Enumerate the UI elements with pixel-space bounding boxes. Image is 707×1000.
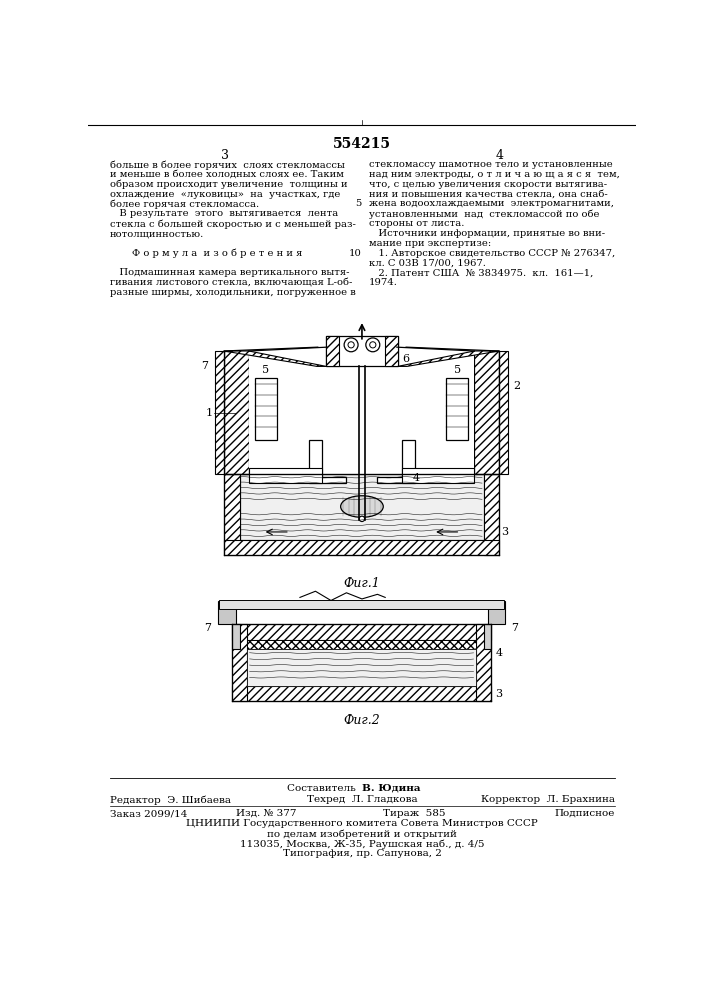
Polygon shape [499, 351, 508, 474]
Text: 4: 4 [495, 149, 503, 162]
Text: 5: 5 [355, 199, 361, 208]
Text: В результате  этого  вытягивается  лента: В результате этого вытягивается лента [110, 209, 339, 218]
Polygon shape [446, 378, 468, 440]
Polygon shape [327, 336, 397, 366]
Polygon shape [232, 624, 240, 649]
Polygon shape [249, 351, 474, 474]
Text: 7: 7 [201, 361, 209, 371]
Polygon shape [385, 336, 397, 366]
Text: Составитель: Составитель [287, 784, 362, 793]
Text: кл. С 03В 17/00, 1967.: кл. С 03В 17/00, 1967. [369, 259, 486, 268]
Text: 5: 5 [454, 365, 461, 375]
Text: 113035, Москва, Ж-35, Раушская наб., д. 4/5: 113035, Москва, Ж-35, Раушская наб., д. … [240, 839, 484, 849]
Text: 3: 3 [221, 149, 229, 162]
Polygon shape [224, 540, 499, 555]
Text: 554215: 554215 [333, 137, 391, 151]
Polygon shape [488, 601, 506, 624]
Circle shape [366, 338, 380, 352]
Polygon shape [402, 468, 474, 483]
Polygon shape [224, 351, 327, 366]
Polygon shape [397, 351, 499, 366]
Text: 4: 4 [412, 473, 419, 483]
Polygon shape [484, 474, 499, 555]
Polygon shape [378, 440, 414, 483]
Text: более горячая стекломасса.: более горячая стекломасса. [110, 199, 259, 209]
Text: стекла с большей скоростью и с меньшей раз-: стекла с большей скоростью и с меньшей р… [110, 219, 356, 229]
Text: Фиг.2: Фиг.2 [344, 714, 380, 727]
Text: Тираж  585: Тираж 585 [382, 809, 445, 818]
Circle shape [344, 338, 358, 352]
Text: Редактор  Э. Шибаева: Редактор Э. Шибаева [110, 795, 231, 805]
Text: 4: 4 [495, 648, 503, 658]
Polygon shape [232, 624, 491, 640]
Polygon shape [247, 649, 476, 686]
Polygon shape [240, 474, 484, 540]
Text: Подмашинная камера вертикального вытя-: Подмашинная камера вертикального вытя- [110, 268, 349, 277]
Polygon shape [232, 686, 491, 701]
Text: ния и повышения качества стекла, она снаб-: ния и повышения качества стекла, она сна… [369, 190, 608, 199]
Text: разные ширмы, холодильники, погруженное в: разные ширмы, холодильники, погруженное … [110, 288, 356, 297]
Polygon shape [327, 336, 339, 366]
Text: 6: 6 [402, 354, 409, 364]
Text: Изд. № 377: Изд. № 377 [236, 809, 297, 818]
Text: 2: 2 [513, 381, 520, 391]
Polygon shape [232, 624, 247, 701]
Text: 2. Патент США  № 3834975.  кл.  161—1,: 2. Патент США № 3834975. кл. 161—1, [369, 268, 593, 277]
Text: Ф о р м у л а  и з о б р е т е н и я: Ф о р м у л а и з о б р е т е н и я [110, 249, 303, 258]
Polygon shape [476, 624, 491, 701]
Circle shape [348, 342, 354, 348]
Polygon shape [484, 624, 491, 649]
Text: мание при экспертизе:: мание при экспертизе: [369, 239, 491, 248]
Text: жена водоохлаждаемыми  электромагнитами,: жена водоохлаждаемыми электромагнитами, [369, 199, 614, 208]
Text: стекломассу шамотное тело и установленные: стекломассу шамотное тело и установленны… [369, 160, 613, 169]
Text: 7: 7 [204, 623, 211, 633]
Polygon shape [474, 351, 499, 474]
Text: Заказ 2099/14: Заказ 2099/14 [110, 809, 187, 818]
Text: образом происходит увеличение  толщины и: образом происходит увеличение толщины и [110, 180, 348, 189]
Text: по делам изобретений и открытий: по делам изобретений и открытий [267, 829, 457, 839]
Text: гивания листового стекла, включающая L-об-: гивания листового стекла, включающая L-о… [110, 278, 353, 287]
Text: 3: 3 [495, 689, 503, 699]
Text: 1974.: 1974. [369, 278, 398, 287]
Text: Фиг.1: Фиг.1 [344, 577, 380, 590]
Circle shape [359, 516, 365, 522]
Polygon shape [219, 600, 504, 609]
Text: 7: 7 [512, 623, 518, 633]
Text: 10: 10 [349, 249, 361, 258]
Text: 5: 5 [262, 365, 269, 375]
Text: Техред  Л. Гладкова: Техред Л. Гладкова [307, 795, 417, 804]
Text: над ним электроды, о т л и ч а ю щ а я с я  тем,: над ним электроды, о т л и ч а ю щ а я с… [369, 170, 620, 179]
Text: нотолщинностью.: нотолщинностью. [110, 229, 204, 238]
Text: что, с целью увеличения скорости вытягива-: что, с целью увеличения скорости вытягив… [369, 180, 607, 189]
Polygon shape [215, 351, 224, 474]
Polygon shape [218, 601, 235, 624]
Polygon shape [224, 474, 240, 555]
Text: 1: 1 [205, 408, 212, 418]
Text: 3: 3 [501, 527, 508, 537]
Text: Источники информации, принятые во вни-: Источники информации, принятые во вни- [369, 229, 605, 238]
Ellipse shape [341, 496, 383, 517]
Polygon shape [224, 351, 249, 474]
Polygon shape [309, 440, 346, 483]
Text: больше в более горячих  слоях стекломассы: больше в более горячих слоях стекломассы [110, 160, 345, 170]
Text: Подписное: Подписное [554, 809, 614, 818]
Text: 1. Авторское свидетельство СССР № 276347,: 1. Авторское свидетельство СССР № 276347… [369, 249, 615, 258]
Text: ЦНИИПИ Государственного комитета Совета Министров СССР: ЦНИИПИ Государственного комитета Совета … [186, 819, 538, 828]
Text: установленными  над  стекломассой по обе: установленными над стекломассой по обе [369, 209, 600, 219]
Text: охлаждение  «луковицы»  на  участках, где: охлаждение «луковицы» на участках, где [110, 190, 341, 199]
Polygon shape [249, 468, 322, 483]
Circle shape [370, 342, 376, 348]
Text: Типография, пр. Сапунова, 2: Типография, пр. Сапунова, 2 [283, 849, 441, 858]
Text: Корректор  Л. Брахнина: Корректор Л. Брахнина [481, 795, 614, 804]
Text: В. Юдина: В. Юдина [362, 784, 421, 793]
Text: стороны от листа.: стороны от листа. [369, 219, 464, 228]
Polygon shape [247, 640, 476, 649]
Polygon shape [255, 378, 276, 440]
Text: и меньше в более холодных слоях ее. Таким: и меньше в более холодных слоях ее. Таки… [110, 170, 344, 179]
